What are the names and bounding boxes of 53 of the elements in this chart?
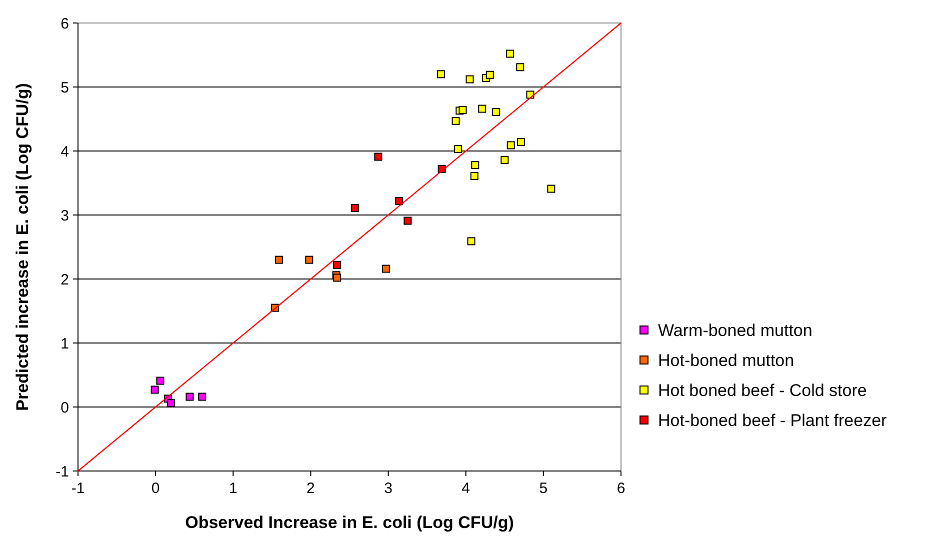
point xyxy=(454,145,462,154)
point xyxy=(467,237,476,246)
point xyxy=(167,399,176,408)
y-axis-title: Predicted increase in E. coli (Log CFU/g) xyxy=(13,83,32,411)
x-axis-title: Observed Increase in E. coli (Log CFU/g) xyxy=(185,513,514,532)
point xyxy=(404,216,412,225)
point xyxy=(471,161,480,170)
x-tick-label: 3 xyxy=(384,480,392,497)
y-tick-label: 2 xyxy=(60,271,69,288)
y-tick-label: -1 xyxy=(56,463,69,480)
x-tick-label: 1 xyxy=(228,480,238,497)
point xyxy=(156,376,164,385)
point xyxy=(516,138,525,146)
x-tick-label: 4 xyxy=(462,480,470,497)
point xyxy=(506,50,514,58)
point xyxy=(350,204,359,212)
point xyxy=(470,172,478,180)
legend-label: Hot-boned beef - Plant freezer xyxy=(658,410,888,430)
point xyxy=(458,106,467,114)
y-tick-label: 0 xyxy=(60,399,69,416)
point xyxy=(437,70,446,78)
point xyxy=(452,116,460,125)
point xyxy=(382,264,390,273)
point xyxy=(198,392,206,401)
y-tick-label: 3 xyxy=(60,207,69,224)
x-tick-label: 6 xyxy=(616,480,626,497)
x-tick-label: 0 xyxy=(151,480,160,497)
point xyxy=(506,141,515,150)
legend-label: Hot boned beef - Cold store xyxy=(658,380,867,400)
point xyxy=(374,152,382,161)
x-tick-label: 2 xyxy=(306,480,315,497)
point xyxy=(516,63,524,72)
point xyxy=(333,260,342,269)
point xyxy=(305,256,314,264)
point xyxy=(395,196,404,205)
y-tick-label: 6 xyxy=(60,15,69,32)
point xyxy=(466,75,474,84)
point xyxy=(150,386,159,394)
x-tick-label: 5 xyxy=(539,480,548,497)
point xyxy=(478,104,486,113)
point xyxy=(274,256,283,264)
y-tick-label: 5 xyxy=(60,79,69,96)
y-tick-label: 1 xyxy=(60,335,69,352)
point xyxy=(547,184,556,193)
point xyxy=(492,108,500,116)
point xyxy=(333,274,342,282)
y-tick-label: 4 xyxy=(60,143,69,160)
legend-label: Hot-boned mutton xyxy=(658,350,794,370)
point xyxy=(186,392,194,401)
point xyxy=(500,156,509,164)
legend-label: Warm-boned mutton xyxy=(658,320,812,340)
point xyxy=(486,70,494,79)
x-tick-label: -1 xyxy=(71,480,85,497)
